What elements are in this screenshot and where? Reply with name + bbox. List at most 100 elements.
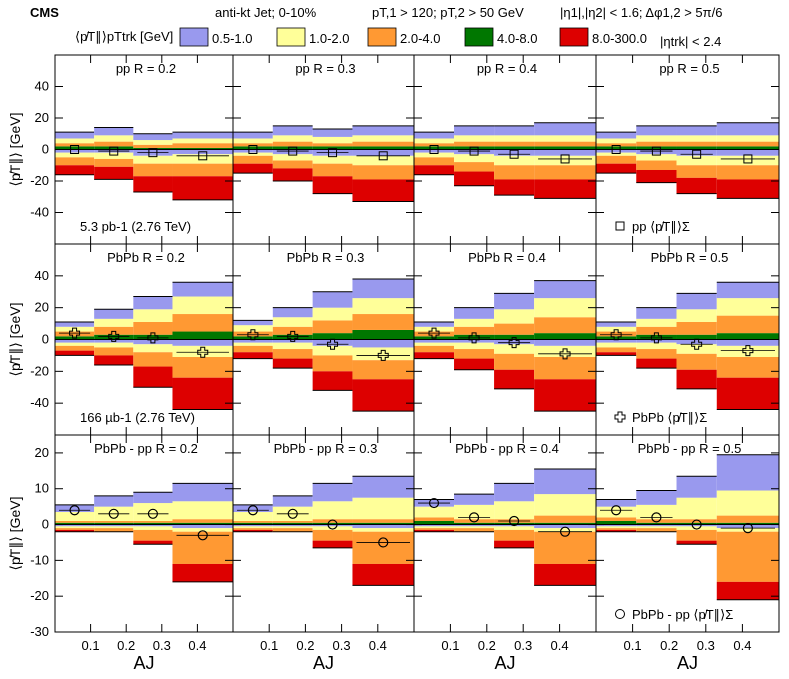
y-tick-label: 0 xyxy=(42,517,49,532)
panel-title: PbPb R = 0.2 xyxy=(107,250,185,265)
bar-neg-0.5-1.0-bin1 xyxy=(636,524,677,527)
sum-marker-bin2 xyxy=(148,148,158,158)
bar-neg-2.0-4.0-bin0 xyxy=(233,345,273,353)
bar-pos-0.5-1.0-bin0 xyxy=(233,504,273,513)
bar-pos-1.0-2.0-bin2 xyxy=(312,307,353,321)
bar-neg-1.0-2.0-bin2 xyxy=(133,344,173,353)
panel-title: PbPb R = 0.5 xyxy=(651,250,729,265)
bar-pos-2.0-4.0-bin1 xyxy=(454,326,495,335)
legend-label-0.5-1.0: 0.5-1.0 xyxy=(212,31,252,46)
bar-pos-0.5-1.0-bin3 xyxy=(716,282,779,299)
marker-legend-symbol xyxy=(614,411,626,423)
sum-marker-bin0 xyxy=(428,327,440,339)
bar-neg-8.0-300.0-bin0 xyxy=(233,163,273,174)
bar-neg-1.0-2.0-bin3 xyxy=(716,345,779,358)
bar-pos-0.5-1.0-bin1 xyxy=(272,307,313,318)
bar-neg-0.5-1.0-bin1 xyxy=(454,524,495,527)
y-tick-label: -20 xyxy=(30,173,49,188)
bar-neg-1.0-2.0-bin2 xyxy=(312,155,353,164)
bar-pos-0.5-1.0-bin3 xyxy=(352,476,414,498)
bar-pos-1.0-2.0-bin2 xyxy=(494,309,535,324)
bar-neg-2.0-4.0-bin3 xyxy=(172,163,233,177)
bar-pos-1.0-2.0-bin1 xyxy=(272,135,313,142)
bar-pos-2.0-4.0-bin1 xyxy=(272,326,313,335)
bar-pos-1.0-2.0-bin2 xyxy=(312,501,353,520)
bar-neg-8.0-300.0-bin0 xyxy=(596,352,637,356)
bar-pos-1.0-2.0-bin0 xyxy=(55,138,95,144)
bar-pos-1.0-2.0-bin3 xyxy=(352,497,414,520)
bar-pos-0.5-1.0-bin2 xyxy=(676,476,717,498)
bar-pos-0.5-1.0-bin1 xyxy=(636,125,677,136)
sum-marker-bin3 xyxy=(742,345,754,357)
bar-pos-0.5-1.0-bin1 xyxy=(272,495,313,507)
bar-pos-1.0-2.0-bin0 xyxy=(596,506,637,518)
y-axis-label: ⟨p̸T∥⟩ [GeV] xyxy=(7,303,23,377)
y-tick-label: 0 xyxy=(42,332,49,347)
bar-neg-1.0-2.0-bin0 xyxy=(414,152,455,158)
bar-neg-0.5-1.0-bin1 xyxy=(454,149,495,155)
bar-neg-2.0-4.0-bin3 xyxy=(352,165,414,180)
bar-pos-2.0-4.0-bin3 xyxy=(352,314,414,330)
bar-pos-4.0-8.0-bin1 xyxy=(636,146,677,150)
bar-pos-2.0-4.0-bin0 xyxy=(414,517,455,521)
bar-neg-0.5-1.0-bin3 xyxy=(716,339,779,346)
bar-pos-4.0-8.0-bin3 xyxy=(352,329,414,340)
bar-pos-1.0-2.0-bin0 xyxy=(55,326,95,332)
x-tick-label: 0.1 xyxy=(624,638,642,653)
bar-pos-2.0-4.0-bin2 xyxy=(494,141,535,147)
bar-neg-1.0-2.0-bin3 xyxy=(172,154,233,164)
y-tick-label: -40 xyxy=(30,205,49,220)
bar-pos-4.0-8.0-bin2 xyxy=(133,334,173,340)
x-tick-label: 0.3 xyxy=(697,638,715,653)
luminosity-annotation: 5.3 pb-1 (2.76 TeV) xyxy=(80,219,191,234)
bar-neg-0.5-1.0-bin0 xyxy=(596,149,637,153)
sum-marker-bin0 xyxy=(247,505,259,516)
bar-pos-1.0-2.0-bin3 xyxy=(172,296,233,315)
sum-marker-bin1 xyxy=(468,512,480,523)
bar-pos-1.0-2.0-bin1 xyxy=(454,504,495,520)
bar-neg-2.0-4.0-bin1 xyxy=(272,160,313,169)
bar-neg-0.5-1.0-bin0 xyxy=(596,339,637,343)
bar-neg-0.5-1.0-bin2 xyxy=(494,339,535,345)
bar-neg-0.5-1.0-bin0 xyxy=(414,149,455,153)
sum-marker-bin3 xyxy=(743,154,753,164)
bar-pos-1.0-2.0-bin2 xyxy=(133,309,173,322)
y-tick-label: 10 xyxy=(35,481,49,496)
bar-neg-0.5-1.0-bin0 xyxy=(55,149,95,153)
bar-neg-2.0-4.0-bin0 xyxy=(414,528,455,530)
bar-neg-0.5-1.0-bin1 xyxy=(454,339,495,343)
bar-pos-1.0-2.0-bin0 xyxy=(596,326,637,332)
x-tick-label: 0.4 xyxy=(551,638,569,653)
marker-legend-symbol xyxy=(615,221,625,231)
bar-pos-2.0-4.0-bin1 xyxy=(454,519,495,523)
bar-neg-2.0-4.0-bin2 xyxy=(133,163,173,177)
bar-neg-0.5-1.0-bin2 xyxy=(676,339,717,345)
bar-neg-8.0-300.0-bin2 xyxy=(494,369,535,389)
sum-marker-bin3 xyxy=(559,526,571,537)
bar-neg-8.0-300.0-bin1 xyxy=(94,166,134,180)
bar-pos-1.0-2.0-bin1 xyxy=(636,318,677,327)
bar-neg-1.0-2.0-bin1 xyxy=(454,526,495,529)
bar-neg-2.0-4.0-bin0 xyxy=(596,528,637,530)
bar-neg-2.0-4.0-bin3 xyxy=(716,357,779,378)
bar-pos-0.5-1.0-bin1 xyxy=(636,307,677,319)
bar-neg-0.5-1.0-bin3 xyxy=(352,149,414,156)
bar-pos-1.0-2.0-bin1 xyxy=(454,135,495,142)
bar-pos-1.0-2.0-bin3 xyxy=(534,494,596,516)
bar-pos-2.0-4.0-bin2 xyxy=(676,519,717,523)
bar-pos-1.0-2.0-bin0 xyxy=(233,512,273,521)
bar-pos-0.5-1.0-bin3 xyxy=(352,125,414,136)
bar-neg-2.0-4.0-bin2 xyxy=(312,529,353,541)
bar-pos-4.0-8.0-bin0 xyxy=(55,522,95,525)
bar-pos-4.0-8.0-bin1 xyxy=(94,146,134,150)
marker-legend: pp ⟨p̸T∥⟩Σ xyxy=(632,219,690,234)
plot-grid: pp R = 0.2 pp R = 0.3 pp R = 0.4 pp R = 0.5… xyxy=(7,54,780,673)
bar-neg-0.5-1.0-bin3 xyxy=(534,149,596,156)
bar-pos-4.0-8.0-bin1 xyxy=(94,522,134,525)
bar-pos-1.0-2.0-bin3 xyxy=(716,490,779,516)
bar-neg-8.0-300.0-bin2 xyxy=(676,540,717,545)
bar-neg-8.0-300.0-bin2 xyxy=(312,371,353,391)
bar-neg-2.0-4.0-bin1 xyxy=(94,158,134,167)
x-axis-label: AJ xyxy=(494,653,515,673)
bar-neg-0.5-1.0-bin0 xyxy=(233,149,273,153)
